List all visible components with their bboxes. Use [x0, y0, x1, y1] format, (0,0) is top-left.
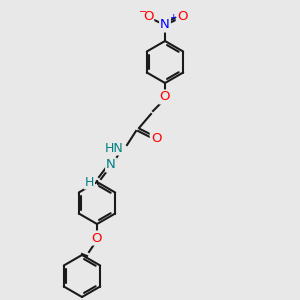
Text: N: N	[106, 158, 116, 172]
Text: O: O	[92, 232, 102, 244]
Text: O: O	[160, 91, 170, 103]
Text: +: +	[169, 13, 177, 22]
Text: N: N	[160, 19, 170, 32]
Text: H: H	[85, 176, 94, 188]
Text: HN: HN	[104, 142, 123, 154]
Text: O: O	[143, 11, 153, 23]
Text: −: −	[139, 7, 147, 17]
Text: O: O	[177, 11, 187, 23]
Text: O: O	[151, 131, 161, 145]
